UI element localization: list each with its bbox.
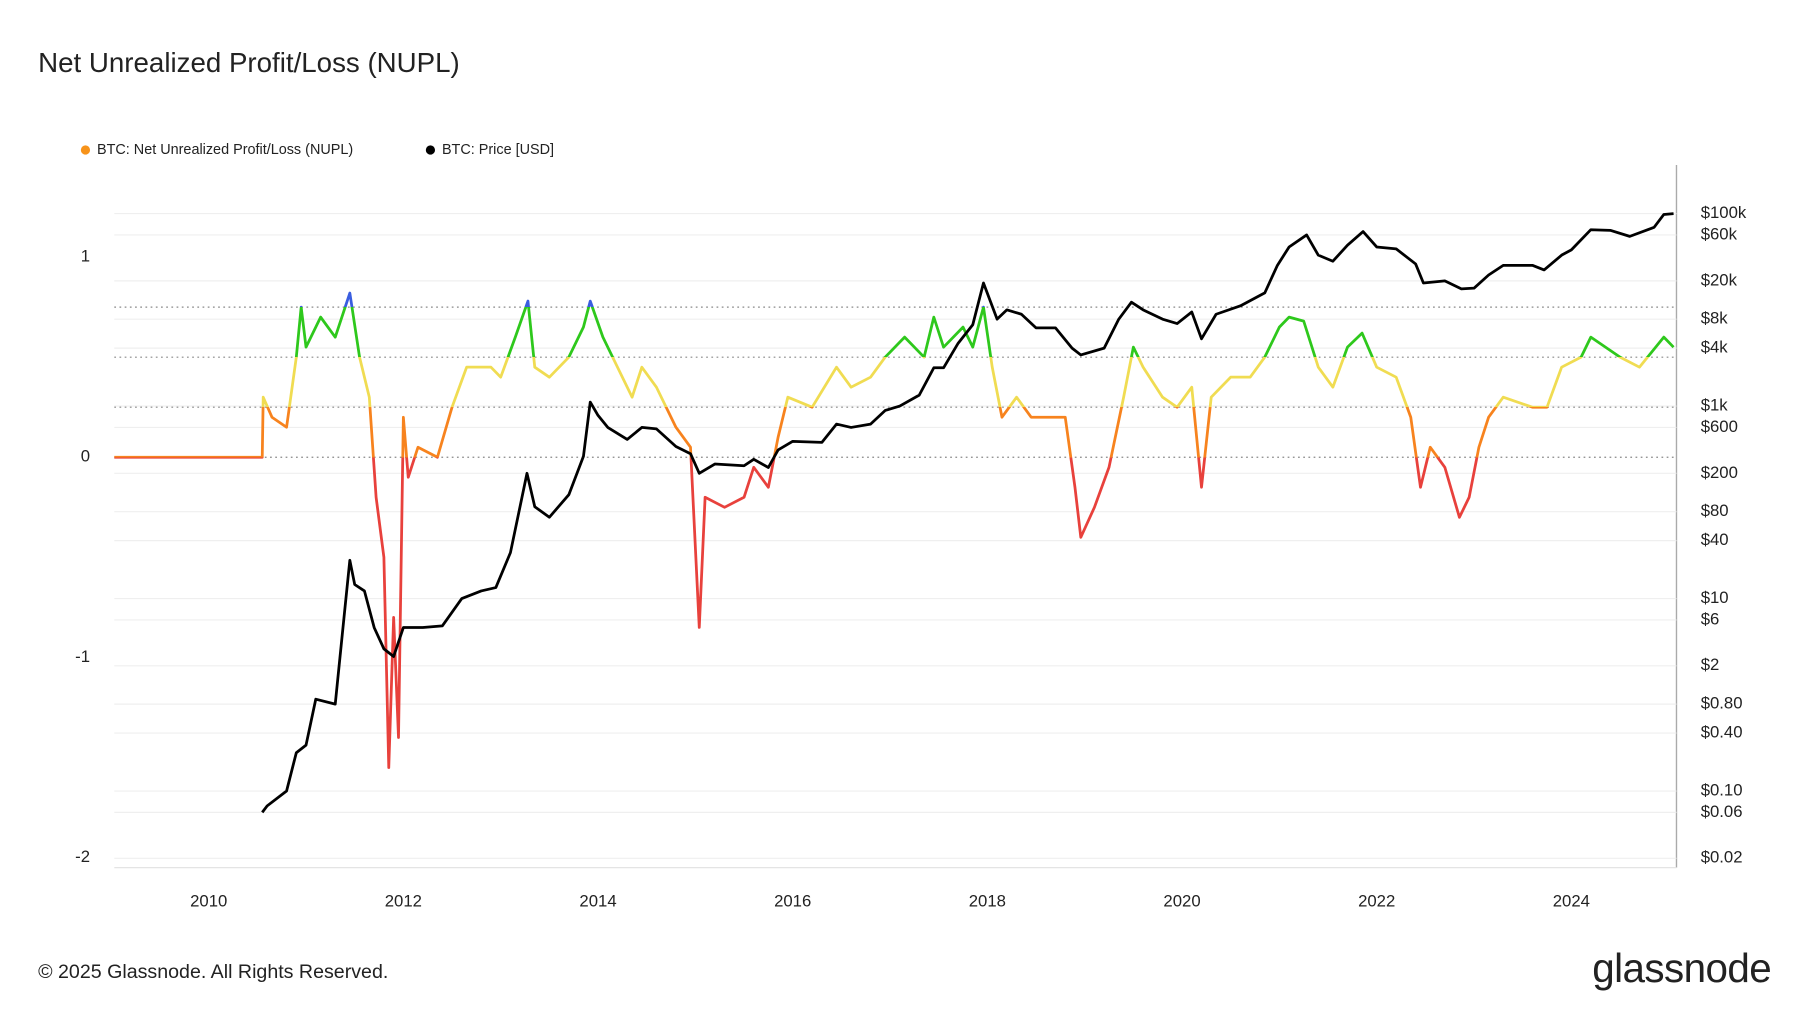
legend-label: BTC: Net Unrealized Profit/Loss (NUPL) xyxy=(97,142,353,158)
x-tick-label: 2010 xyxy=(190,892,227,911)
brand-logo: glassnode xyxy=(1592,945,1771,991)
y2-tick-label: $100k xyxy=(1701,203,1747,222)
y2-tick-label: $0.06 xyxy=(1701,802,1743,821)
legend-swatch xyxy=(425,145,436,155)
y-tick-label: 0 xyxy=(81,447,90,466)
chart-title: Net Unrealized Profit/Loss (NUPL) xyxy=(38,47,460,78)
nupl-line xyxy=(114,291,1675,769)
x-tick-label: 2020 xyxy=(1163,892,1200,911)
y2-tick-label: $10 xyxy=(1701,588,1729,607)
y2-tick-label: $80 xyxy=(1701,501,1729,520)
x-tick-label: 2022 xyxy=(1358,892,1395,911)
footer: © 2025 Glassnode. All Rights Reserved. xyxy=(38,961,388,983)
y2-tick-label: $0.10 xyxy=(1701,780,1743,799)
x-tick-label: 2016 xyxy=(774,892,811,911)
y2-tick-label: $60k xyxy=(1701,224,1738,243)
legend-swatch xyxy=(80,145,91,155)
y2-tick-label: $200 xyxy=(1701,463,1738,482)
y2-tick-label: $20k xyxy=(1701,270,1738,289)
x-tick-label: 2012 xyxy=(385,892,422,911)
y2-tick-label: $0.02 xyxy=(1701,848,1743,867)
y2-tick-label: $1k xyxy=(1701,396,1729,415)
y2-tick-label: $8k xyxy=(1701,309,1729,328)
y2-tick-label: $6 xyxy=(1701,609,1720,628)
y2-tick-label: $4k xyxy=(1701,338,1729,357)
x-tick-label: 2014 xyxy=(579,892,616,911)
x-tick-label: 2018 xyxy=(969,892,1006,911)
price-line xyxy=(261,212,1674,814)
y-tick-label: -1 xyxy=(75,647,90,666)
y2-tick-label: $0.80 xyxy=(1701,694,1743,713)
legend-label: BTC: Price [USD] xyxy=(442,142,554,158)
y2-tick-label: $2 xyxy=(1701,655,1720,674)
y2-tick-label: $0.40 xyxy=(1701,723,1743,742)
x-tick-label: 2024 xyxy=(1553,892,1590,911)
y-tick-label: -2 xyxy=(75,847,90,866)
y2-tick-label: $600 xyxy=(1701,417,1738,436)
y-tick-label: 1 xyxy=(81,246,90,265)
y2-tick-label: $40 xyxy=(1701,530,1729,549)
